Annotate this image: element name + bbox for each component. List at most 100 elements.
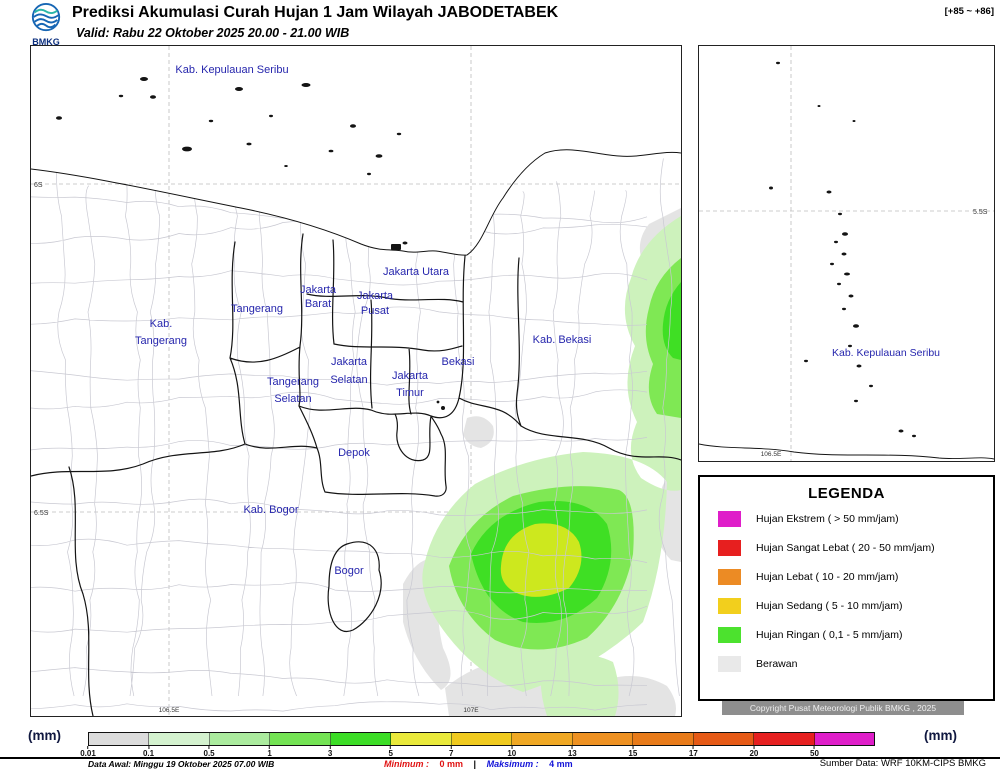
min-max-values: Minimum : 0 mm | Maksimum : 4 mm	[384, 759, 581, 769]
legend-label-berawan: Berawan	[756, 657, 798, 670]
colorbar-tick: 15	[628, 749, 638, 758]
legend-label-sedang: Hujan Sedang ( 5 - 10 mm/jam)	[756, 599, 903, 612]
legend: LEGENDA Hujan Ekstrem ( > 50 mm/jam) Huj…	[698, 475, 995, 701]
colorbar-tick: 10	[507, 749, 517, 758]
colorbar-segment	[693, 733, 755, 745]
footer-divider	[0, 757, 1000, 759]
valid-time: Valid: Rabu 22 Oktober 2025 20.00 - 21.0…	[76, 26, 350, 40]
colorbar-segment	[451, 733, 513, 745]
colorbar-tick: 7	[448, 749, 454, 758]
lat-label-6s: 6S	[34, 182, 43, 189]
legend-row-lebat: Hujan Lebat ( 10 - 20 mm/jam)	[700, 562, 993, 591]
main-map-svg: Kab. Kepulauan Seribu Jakarta Utara Jaka…	[30, 46, 682, 716]
colorbar-tick: 0.5	[203, 749, 215, 758]
legend-row-berawan: Berawan	[700, 649, 993, 678]
lon-label-106-5e: 106.5E	[159, 707, 180, 714]
lat-label-6-5s: 6.5S	[34, 510, 49, 517]
legend-row-ekstrem: Hujan Ekstrem ( > 50 mm/jam)	[700, 504, 993, 533]
kabupaten-boundaries	[31, 233, 681, 716]
colorbar-segment	[754, 733, 815, 745]
bmkg-logo: BMKG	[24, 2, 68, 47]
swatch-berawan	[718, 655, 741, 672]
colorbar-segment	[814, 733, 875, 745]
inset-islands	[769, 61, 916, 438]
colorbar-tick: 0.01	[80, 749, 96, 758]
inset-map-svg: Kab. Kepulauan Seribu 5.5S 106.5E	[698, 46, 995, 461]
coastline	[30, 149, 682, 256]
minimum-label: Minimum :	[384, 759, 429, 769]
colorbar-segment	[330, 733, 392, 745]
colorbar-segment	[270, 733, 331, 745]
inset-map: Kab. Kepulauan Seribu 5.5S 106.5E	[698, 45, 995, 462]
colorbar-segment	[391, 733, 452, 745]
lon-label-107e: 107E	[463, 707, 479, 714]
inset-graticule	[699, 46, 994, 461]
colorbar-tick: 1	[267, 749, 272, 758]
label-tangerang-selatan: Tangerang Selatan	[267, 376, 319, 405]
legend-title: LEGENDA	[808, 485, 885, 502]
inset-label-kepulauan-seribu: Kab. Kepulauan Seribu	[832, 347, 940, 359]
colorbar-segment	[209, 733, 271, 745]
page-title: Prediksi Akumulasi Curah Hujan 1 Jam Wil…	[72, 4, 559, 21]
maksimum-label: Maksimum :	[486, 759, 539, 769]
bmkg-logo-text: BMKG	[32, 37, 60, 47]
label-jakarta-timur: Jakarta Timur	[392, 370, 429, 399]
label-kepulauan-seribu: Kab. Kepulauan Seribu	[175, 64, 288, 76]
unit-label-right: (mm)	[924, 728, 957, 743]
colorbar-tick: 5	[388, 749, 393, 758]
copyright-bar: Copyright Pusat Meteorologi Publik BMKG …	[722, 701, 964, 715]
label-jakarta-selatan: Jakarta Selatan	[330, 356, 368, 386]
colorbar-tick: 13	[567, 749, 577, 758]
sumber-data: Sumber Data: WRF 10KM-CIPS BMKG	[819, 758, 986, 769]
swatch-ekstrem	[718, 510, 741, 527]
inset-coastline	[698, 443, 995, 460]
swatch-sangat-lebat	[718, 539, 741, 556]
kecamatan-boundaries	[31, 149, 680, 712]
colorbar-ticks: 0.01 0.1 0.5 1 3 5 7 10 13 15 17 20 50	[80, 746, 875, 760]
legend-row-ringan: Hujan Ringan ( 0,1 - 5 mm/jam)	[700, 620, 993, 649]
label-kab-tangerang: Kab. Tangerang	[135, 318, 187, 347]
legend-label-lebat: Hujan Lebat ( 10 - 20 mm/jam)	[756, 570, 899, 583]
inset-lat-label: 5.5S	[973, 209, 988, 216]
unit-label-left: (mm)	[28, 728, 61, 743]
colorbar-tick: 20	[749, 749, 759, 758]
colorbar-tick: 17	[688, 749, 698, 758]
colorbar-segment	[149, 733, 210, 745]
legend-row-sangat-lebat: Hujan Sangat Lebat ( 20 - 50 mm/jam)	[700, 533, 993, 562]
rain-area-core	[500, 523, 582, 597]
min-max-separator: |	[473, 759, 477, 769]
colorbar	[88, 732, 875, 746]
label-jakarta-barat: Jakarta Barat	[300, 284, 337, 310]
swatch-lebat	[718, 568, 741, 585]
legend-label-ekstrem: Hujan Ekstrem ( > 50 mm/jam)	[756, 512, 899, 525]
label-bekasi: Bekasi	[441, 356, 474, 368]
legend-label-sangat-lebat: Hujan Sangat Lebat ( 20 - 50 mm/jam)	[756, 541, 935, 554]
islands	[56, 77, 445, 410]
colorbar-segment	[633, 733, 694, 745]
colorbar-tick: 0.1	[142, 749, 155, 758]
colorbar-tick: 50	[810, 749, 819, 758]
legend-label-ringan: Hujan Ringan ( 0,1 - 5 mm/jam)	[756, 628, 903, 641]
maksimum-value: 4 mm	[549, 759, 573, 769]
label-depok: Depok	[338, 447, 370, 459]
inset-lon-label: 106.5E	[761, 451, 782, 458]
label-jakarta-utara: Jakarta Utara	[383, 266, 450, 278]
legend-row-sedang: Hujan Sedang ( 5 - 10 mm/jam)	[700, 591, 993, 620]
colorbar-segment	[89, 733, 150, 745]
forecast-step-range: [+85 ~ +86]	[944, 6, 994, 17]
label-jakarta-pusat: Jakarta Pusat	[357, 290, 394, 317]
swatch-sedang	[718, 597, 741, 614]
colorbar-segment	[512, 733, 573, 745]
label-kab-bekasi: Kab. Bekasi	[533, 334, 592, 346]
colorbar-tick: 3	[327, 749, 333, 758]
data-awal: Data Awal: Minggu 19 Oktober 2025 07.00 …	[88, 759, 275, 769]
minimum-value: 0 mm	[439, 759, 464, 769]
label-tangerang: Tangerang	[231, 303, 283, 315]
main-map: Kab. Kepulauan Seribu Jakarta Utara Jaka…	[30, 45, 682, 717]
colorbar-segment	[572, 733, 634, 745]
label-kab-bogor: Kab. Bogor	[243, 504, 298, 516]
bmkg-logo-icon	[31, 2, 61, 32]
label-bogor: Bogor	[334, 565, 364, 577]
swatch-ringan	[718, 626, 741, 643]
